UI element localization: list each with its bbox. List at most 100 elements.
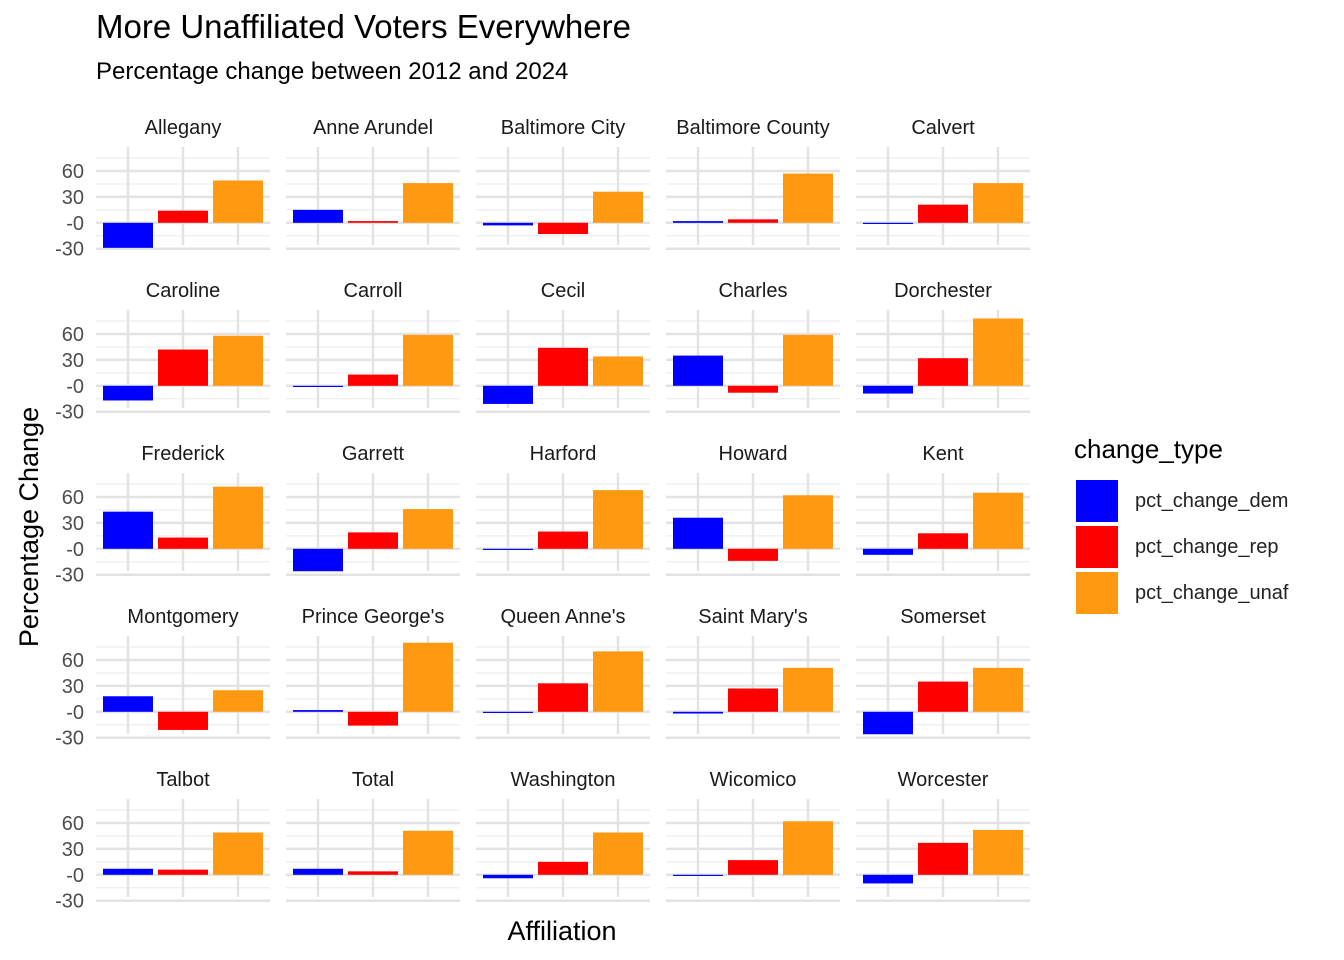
y-tick-label: -0 [66, 702, 84, 724]
bar-pct_change_unaf [783, 821, 833, 875]
bar-pct_change_dem [293, 385, 343, 387]
bar-pct_change_unaf [213, 180, 263, 223]
bar-pct_change_dem [863, 385, 913, 394]
bar-pct_change_rep [158, 711, 208, 730]
facet-strip-label: Howard [719, 443, 788, 465]
bar-pct_change_rep [348, 871, 398, 875]
legend-item-unaf: pct_change_unaf [1076, 572, 1336, 614]
bar-pct_change_unaf [593, 490, 643, 549]
facet-strip-label: Carroll [344, 280, 403, 302]
facet-panel: Harford [476, 443, 650, 576]
y-axis-title: Percentage Change [14, 407, 44, 647]
facet-strip-label: Prince George's [302, 606, 445, 628]
legend-label-unaf: pct_change_unaf [1135, 582, 1289, 604]
legend-label-dem: pct_change_dem [1135, 490, 1289, 512]
bar-pct_change_dem [293, 868, 343, 875]
bar-pct_change_unaf [213, 832, 263, 875]
facet-panel: Worcester [856, 769, 1030, 902]
bar-pct_change_dem [673, 221, 723, 223]
y-tick-label: -0 [66, 213, 84, 235]
facet-panel: Talbot -30 -0 30 60 [55, 769, 270, 913]
bar-pct_change_unaf [593, 832, 643, 875]
bar-pct_change_rep [728, 548, 778, 561]
bar-pct_change_dem [483, 874, 533, 879]
facet-panel: Saint Mary's [666, 606, 840, 739]
bar-pct_change_dem [293, 710, 343, 712]
facet-strip-label: Worcester [898, 769, 989, 791]
bar-pct_change_dem [103, 222, 153, 248]
bar-pct_change_dem [863, 548, 913, 555]
facet-strip-label: Charles [719, 280, 788, 302]
bar-pct_change_unaf [973, 667, 1023, 712]
bar-pct_change_unaf [213, 335, 263, 386]
bar-pct_change_unaf [403, 334, 453, 386]
y-tick-label: 30 [62, 839, 84, 861]
facet-panel: Wicomico [666, 769, 840, 902]
bar-pct_change_dem [483, 385, 533, 404]
bar-pct_change_unaf [403, 183, 453, 223]
facet-strip-label: Wicomico [710, 769, 797, 791]
chart-title: More Unaffiliated Voters Everywhere [96, 8, 631, 45]
y-tick-label: 60 [62, 813, 84, 835]
facet-strip-label: Queen Anne's [500, 606, 625, 628]
bar-pct_change_unaf [593, 356, 643, 386]
facet-panel: Caroline -30 -0 30 60 [55, 280, 270, 424]
bar-pct_change_rep [538, 531, 588, 549]
bar-pct_change_dem [863, 874, 913, 884]
legend-swatch-dem [1076, 480, 1118, 522]
bar-pct_change_unaf [973, 492, 1023, 549]
facet-strip-label: Baltimore County [676, 117, 829, 139]
facet-strip-label: Caroline [146, 280, 220, 302]
bar-pct_change_rep [348, 221, 398, 223]
bar-pct_change_unaf [213, 486, 263, 549]
bar-pct_change_rep [158, 349, 208, 386]
y-tick-label: -0 [66, 539, 84, 561]
facet-panel: Somerset [856, 606, 1030, 739]
bar-pct_change_dem [673, 517, 723, 549]
bar-pct_change_rep [538, 222, 588, 235]
facet-strip-label: Cecil [541, 280, 585, 302]
bar-pct_change_rep [538, 347, 588, 386]
legend-item-dem: pct_change_dem [1076, 480, 1336, 522]
facet-panel: Washington [476, 769, 650, 902]
bar-pct_change_rep [918, 204, 968, 223]
bar-pct_change_dem [863, 222, 913, 224]
bar-pct_change_unaf [783, 667, 833, 712]
bar-pct_change_dem [293, 209, 343, 223]
facet-panel: Howard [666, 443, 840, 576]
bar-pct_change_rep [158, 210, 208, 223]
bar-pct_change_rep [348, 532, 398, 549]
bar-pct_change_dem [483, 548, 533, 550]
bar-pct_change_dem [863, 711, 913, 735]
bar-pct_change_dem [293, 548, 343, 572]
facet-panel: Cecil [476, 280, 650, 413]
facet-panel: Baltimore County [666, 117, 840, 250]
bar-pct_change_dem [483, 222, 533, 226]
bar-pct_change_unaf [973, 183, 1023, 223]
legend-label-rep: pct_change_rep [1135, 536, 1279, 558]
facet-strip-label: Anne Arundel [313, 117, 433, 139]
bar-pct_change_unaf [403, 830, 453, 875]
bar-pct_change_dem [673, 711, 723, 714]
bar-pct_change_rep [918, 358, 968, 386]
y-tick-label: -30 [55, 891, 84, 913]
facet-panel: Kent [856, 443, 1030, 576]
chart-subtitle: Percentage change between 2012 and 2024 [96, 58, 569, 85]
facet-panel: Calvert [856, 117, 1030, 250]
y-tick-label: 30 [62, 187, 84, 209]
y-tick-label: -30 [55, 565, 84, 587]
x-axis-title: Affiliation [507, 916, 616, 946]
facet-panel: Charles [666, 280, 840, 413]
bar-pct_change_dem [483, 711, 533, 713]
legend-title: change_type [1074, 434, 1223, 464]
y-tick-label: 60 [62, 161, 84, 183]
bar-pct_change_rep [348, 374, 398, 386]
bar-pct_change_dem [103, 696, 153, 712]
bar-pct_change_rep [728, 688, 778, 712]
facet-panel: Allegany -30 -0 30 60 [55, 117, 270, 261]
bar-pct_change_unaf [783, 173, 833, 223]
y-tick-label: -0 [66, 865, 84, 887]
facet-strip-label: Washington [511, 769, 616, 791]
facet-strip-label: Baltimore City [501, 117, 625, 139]
